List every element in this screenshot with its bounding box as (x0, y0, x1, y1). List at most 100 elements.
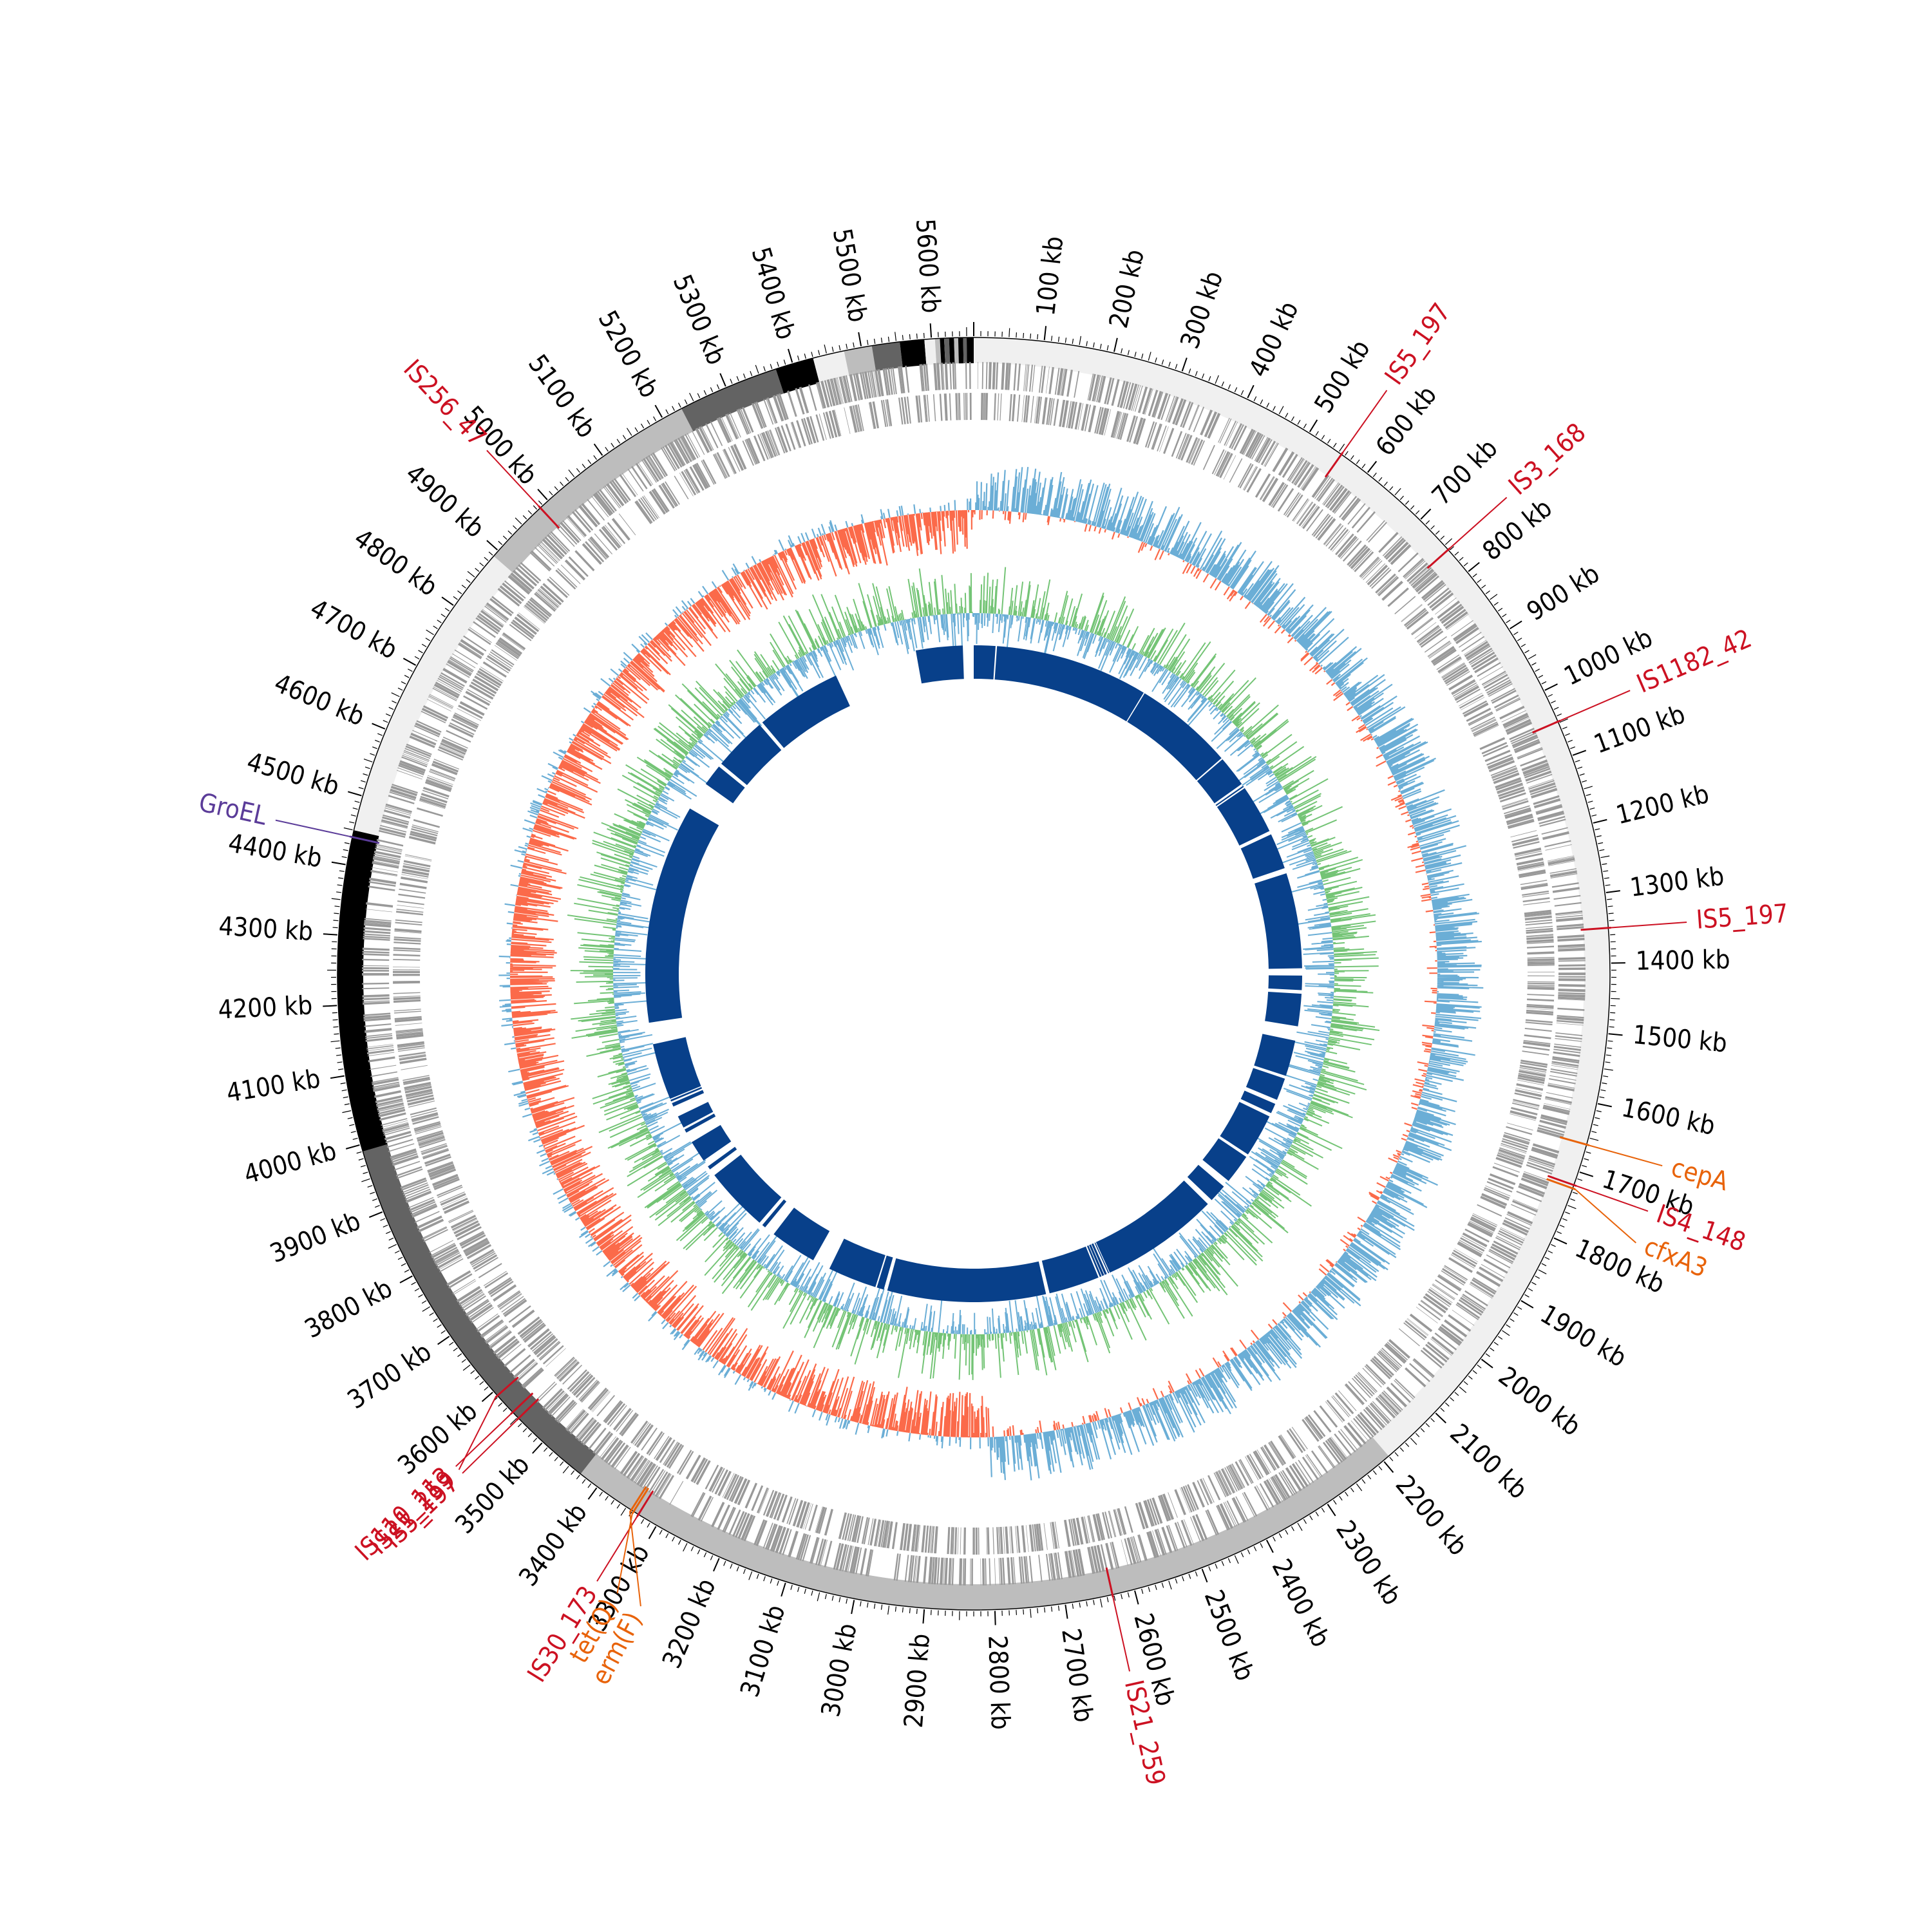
cds-feature (834, 410, 842, 437)
cds-feature (609, 480, 627, 504)
cds-feature (1053, 1553, 1059, 1580)
cds-feature (363, 935, 390, 939)
cds-feature (491, 649, 515, 666)
tick-mark (797, 355, 800, 361)
tick-mark (817, 1592, 820, 1602)
tick-mark (1148, 1586, 1151, 1592)
cds-feature (1455, 1303, 1479, 1320)
cds-feature (1407, 1318, 1429, 1336)
tick-mark (1577, 766, 1583, 770)
cds-feature (366, 1043, 393, 1048)
cds-feature (836, 377, 843, 404)
cds-feature (497, 1340, 520, 1359)
cds-feature (934, 1526, 938, 1554)
cds-feature (1115, 1509, 1123, 1536)
cds-feature (851, 1546, 860, 1574)
tick-mark (1168, 1580, 1172, 1590)
tick-mark (858, 332, 862, 346)
cds-feature (402, 1184, 429, 1195)
cds-feature (1258, 439, 1273, 464)
tick-mark (713, 1558, 720, 1572)
cds-feature (689, 466, 705, 491)
tick-mark (1208, 376, 1211, 381)
cds-feature (1124, 1538, 1133, 1566)
cds-feature (1050, 1553, 1056, 1580)
cds-feature (1135, 1502, 1146, 1530)
cds-feature (1287, 457, 1303, 481)
cds-feature (1497, 1152, 1524, 1162)
cds-feature (1133, 1536, 1142, 1563)
cds-feature (427, 1161, 453, 1171)
cds-feature (1379, 1350, 1400, 1370)
cds-feature (1549, 868, 1577, 874)
cds-feature (1542, 831, 1569, 840)
cds-feature (1519, 1070, 1546, 1077)
cds-feature (568, 1412, 587, 1433)
cds-feature (803, 417, 813, 444)
cds-feature (1028, 1555, 1033, 1583)
tick-mark (1265, 1539, 1274, 1553)
cds-feature (449, 658, 473, 673)
tick-mark (352, 1137, 358, 1140)
tick-mark (383, 720, 388, 723)
tick-mark (1155, 357, 1157, 363)
tick-mark (1517, 1306, 1522, 1310)
cds-feature (1193, 440, 1205, 466)
cds-feature (1340, 538, 1359, 560)
cds-feature (842, 1513, 850, 1540)
tick-mark (1524, 650, 1530, 654)
cds-feature (397, 1045, 425, 1050)
cds-feature (1090, 1546, 1099, 1573)
tick-mark (1093, 342, 1095, 348)
cds-feature (535, 1336, 556, 1356)
cds-feature (1133, 417, 1144, 444)
cds-feature (987, 1527, 990, 1555)
cds-feature (1524, 1028, 1552, 1032)
cds-feature (1239, 464, 1254, 489)
cds-feature (1224, 1467, 1238, 1492)
cds-feature (1060, 368, 1065, 396)
cds-feature (1527, 985, 1555, 987)
tick-mark (1535, 1275, 1540, 1279)
cds-feature (714, 453, 728, 478)
cds-feature (695, 428, 710, 453)
cds-feature (1021, 395, 1025, 422)
tick-mark (332, 927, 338, 929)
cds-feature (1527, 956, 1555, 959)
cds-feature (1038, 1555, 1043, 1582)
cds-feature (1028, 365, 1034, 392)
tick-mark (1575, 759, 1580, 762)
cds-feature (846, 375, 853, 402)
cds-feature (933, 363, 938, 390)
cds-feature (597, 490, 615, 513)
cds-feature (652, 1471, 668, 1495)
cds-feature (1394, 1378, 1416, 1399)
tick-mark (755, 365, 759, 374)
tick-mark (1361, 1479, 1366, 1484)
cds-feature (487, 655, 511, 672)
cds-feature (614, 1446, 631, 1470)
tick-mark (846, 343, 848, 349)
annotation-marker (1426, 547, 1451, 569)
cds-feature (971, 1558, 973, 1586)
cds-feature (674, 475, 689, 500)
cds-feature (1403, 607, 1426, 627)
cds-feature (1007, 363, 1011, 390)
cds-feature (1211, 449, 1225, 475)
cds-feature (1526, 936, 1554, 940)
cds-feature (1481, 670, 1506, 686)
tick-mark (421, 1300, 427, 1304)
cds-feature (432, 761, 459, 773)
cds-feature (1472, 1278, 1496, 1295)
tick-mark (605, 446, 609, 452)
cds-feature (429, 1240, 454, 1253)
cds-feature (1241, 430, 1256, 455)
cds-feature (933, 394, 936, 422)
cds-feature (1403, 1322, 1425, 1341)
alignment-block (1254, 1034, 1296, 1076)
cds-feature (422, 705, 449, 719)
cds-feature (1202, 444, 1215, 470)
cds-feature (1168, 1524, 1179, 1551)
cds-feature (536, 1338, 558, 1357)
annotation-marker (1532, 719, 1561, 734)
